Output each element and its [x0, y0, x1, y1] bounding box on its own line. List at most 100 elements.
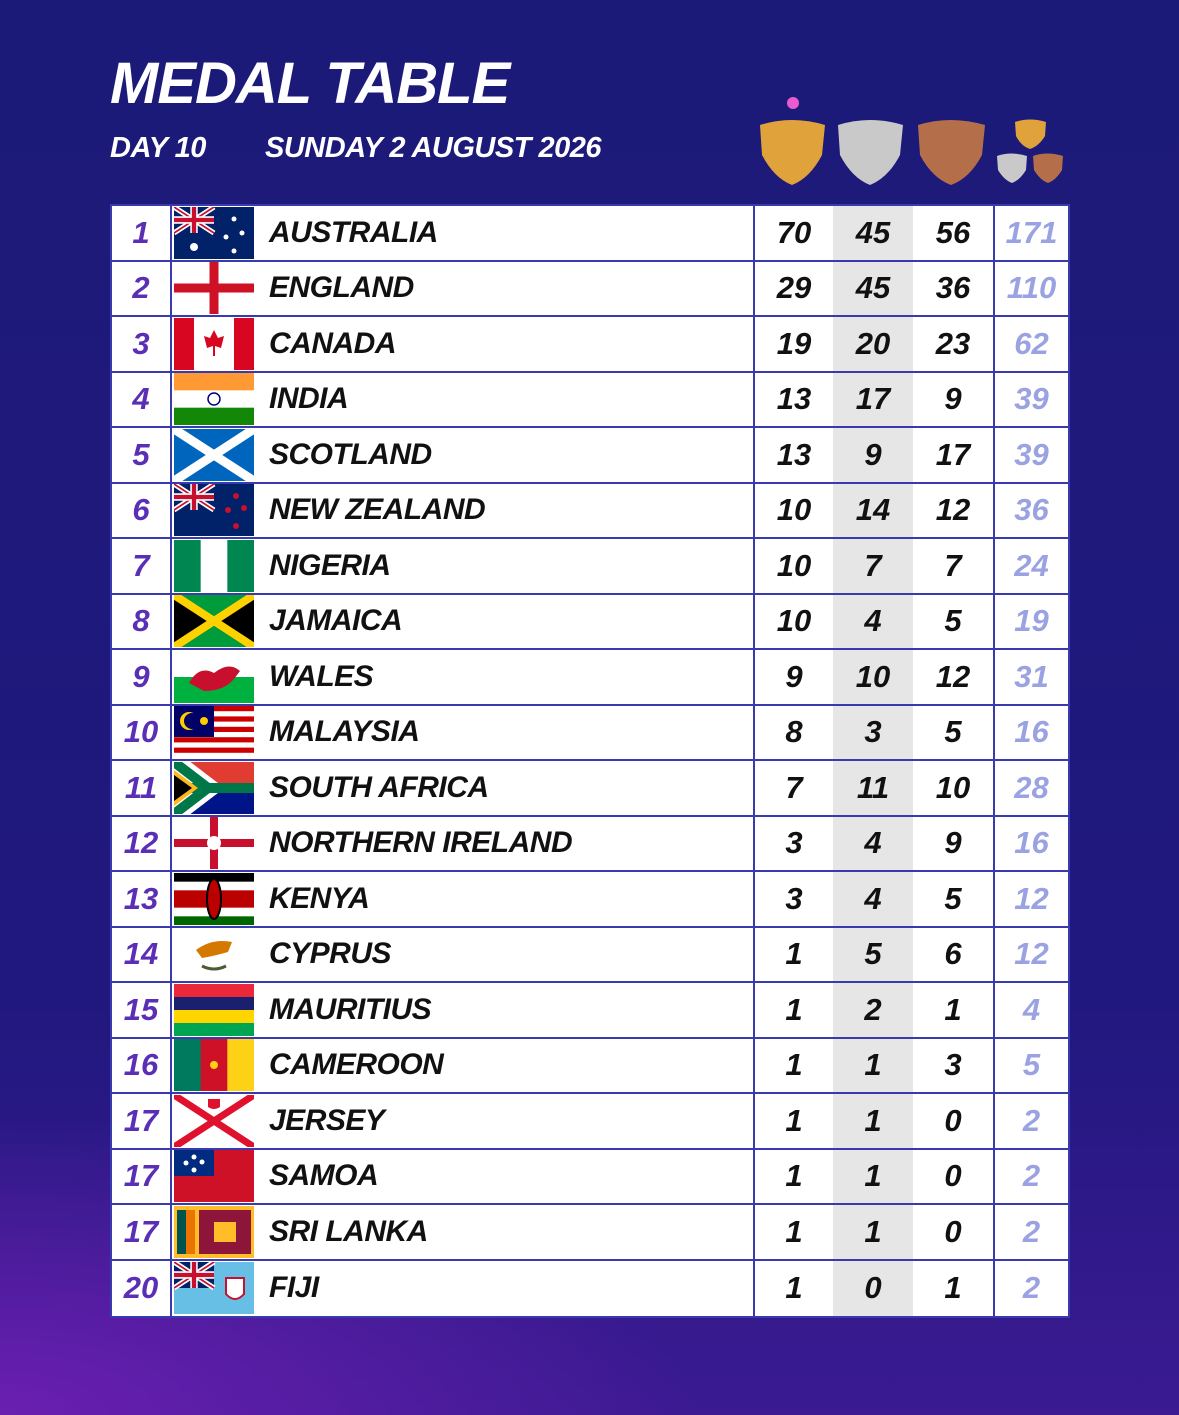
flag-icon — [174, 1150, 254, 1203]
rank: 16 — [112, 1038, 172, 1093]
total: 12 — [993, 872, 1068, 926]
flag-icon — [174, 262, 254, 315]
silver: 14 — [833, 483, 913, 538]
country: SCOTLAND — [269, 437, 432, 471]
table-row: 7 NIGERIA 10 7 7 24 — [112, 539, 1068, 595]
table-row: 4 INDIA 13 17 9 39 — [112, 372, 1068, 429]
gold: 8 — [753, 705, 833, 760]
flag — [172, 206, 256, 260]
rank: 2 — [112, 261, 172, 316]
total: 171 — [993, 206, 1068, 260]
country: CAMEROON — [269, 1048, 444, 1082]
bronze: 36 — [935, 270, 971, 306]
bronze: 5 — [944, 714, 962, 750]
bronze: 12 — [935, 492, 971, 528]
rank: 6 — [112, 483, 172, 538]
flag-icon — [174, 539, 254, 592]
country: KENYA — [269, 881, 370, 915]
silver: 7 — [833, 539, 913, 593]
gold: 10 — [753, 594, 833, 649]
country: NIGERIA — [269, 548, 391, 582]
table-row: 2 ENGLAND 29 45 36 110 — [112, 261, 1068, 318]
gold: 9 — [753, 650, 833, 704]
table-row: 11 SOUTH AFRICA 7 11 10 28 — [112, 761, 1068, 817]
bronze: 56 — [935, 214, 971, 250]
bronze: 1 — [944, 991, 962, 1027]
gold: 10 — [753, 483, 833, 538]
bronze: 1 — [944, 1270, 962, 1306]
country: ENGLAND — [269, 271, 414, 305]
table-row: 17 SRI LANKA 1 1 0 2 — [112, 1205, 1068, 1261]
flag-icon — [174, 428, 254, 481]
rank: 7 — [112, 539, 172, 593]
flag — [172, 706, 256, 760]
flag-icon — [174, 317, 254, 370]
silver: 3 — [833, 705, 913, 760]
country: CYPRUS — [269, 937, 392, 971]
table-row: 5 SCOTLAND 13 9 17 39 — [112, 428, 1068, 484]
country: MALAYSIA — [269, 715, 420, 749]
silver: 1 — [833, 1094, 913, 1148]
title: MEDAL TABLE — [110, 51, 510, 116]
total: 62 — [993, 317, 1068, 371]
gold: 1 — [753, 1038, 833, 1093]
flag-icon — [174, 706, 254, 759]
silver: 11 — [833, 761, 913, 815]
total: 12 — [993, 927, 1068, 982]
table-row: 9 WALES 9 10 12 31 — [112, 650, 1068, 706]
flag — [172, 1094, 256, 1148]
gold: 10 — [753, 539, 833, 593]
rank: 8 — [112, 594, 172, 649]
rank: 10 — [112, 705, 172, 760]
total: 16 — [993, 816, 1068, 871]
silver: 0 — [833, 1260, 913, 1317]
day: DAY 10 — [110, 132, 206, 164]
table-row: 15 MAURITIUS 1 2 1 4 — [112, 983, 1068, 1039]
flag — [172, 595, 256, 649]
gold: 3 — [753, 872, 833, 926]
date: SUNDAY 2 AUGUST 2026 — [265, 132, 601, 164]
bronze: 5 — [944, 603, 962, 639]
flag — [172, 761, 256, 815]
total: 31 — [993, 650, 1068, 704]
bronze: 0 — [944, 1158, 962, 1194]
table-row: 17 SAMOA 1 1 0 2 — [112, 1149, 1068, 1206]
flag-icon — [174, 1262, 254, 1315]
rank: 9 — [112, 650, 172, 704]
bronze: 3 — [944, 1047, 962, 1083]
flag — [172, 650, 256, 704]
silver: 4 — [833, 816, 913, 871]
silver: 9 — [833, 428, 913, 482]
table-row: 1 AUSTRALIA 70 45 56 171 — [112, 206, 1068, 262]
total: 2 — [993, 1205, 1068, 1259]
table-row: 3 CANADA 19 20 23 62 — [112, 317, 1068, 373]
silver: 1 — [833, 1038, 913, 1093]
gold: 1 — [753, 927, 833, 982]
gold: 1 — [753, 1260, 833, 1317]
country: SOUTH AFRICA — [269, 770, 489, 804]
flag-icon — [174, 872, 254, 925]
rank: 13 — [112, 872, 172, 926]
rank: 4 — [112, 372, 172, 427]
table-row: 13 KENYA 3 4 5 12 — [112, 872, 1068, 928]
country: WALES — [269, 659, 374, 693]
silver: 4 — [833, 594, 913, 649]
rank: 14 — [112, 927, 172, 982]
silver: 5 — [833, 927, 913, 982]
total: 36 — [993, 483, 1068, 538]
total: 28 — [993, 761, 1068, 815]
flag — [172, 428, 256, 482]
gold: 13 — [753, 428, 833, 482]
flag — [172, 1039, 256, 1093]
bronze: 10 — [935, 769, 971, 805]
country: NEW ZEALAND — [269, 493, 486, 527]
rank: 17 — [112, 1094, 172, 1148]
rank: 20 — [112, 1260, 172, 1317]
flag — [172, 539, 256, 593]
bronze: 17 — [935, 436, 971, 472]
flag — [172, 983, 256, 1037]
rank: 1 — [112, 206, 172, 260]
flag-icon — [174, 983, 254, 1036]
flag — [172, 317, 256, 371]
flag-icon — [174, 761, 254, 814]
